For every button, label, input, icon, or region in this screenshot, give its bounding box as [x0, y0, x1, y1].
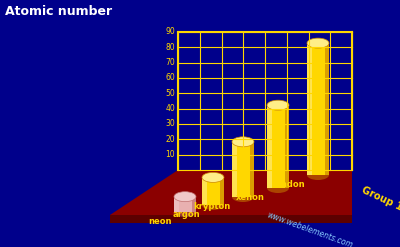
Ellipse shape: [174, 192, 196, 202]
Text: 30: 30: [165, 120, 175, 128]
Bar: [267, 105, 272, 188]
Text: www.webelements.com: www.webelements.com: [266, 210, 354, 247]
Text: 90: 90: [165, 27, 175, 37]
Text: 10: 10: [165, 150, 175, 159]
Text: 60: 60: [165, 74, 175, 82]
Text: neon: neon: [148, 217, 172, 226]
Bar: [202, 177, 224, 205]
Bar: [267, 105, 289, 188]
Bar: [307, 43, 312, 175]
Bar: [192, 197, 196, 212]
Ellipse shape: [267, 100, 289, 110]
Text: xenon: xenon: [236, 193, 265, 202]
Text: 50: 50: [165, 89, 175, 98]
Text: Atomic number: Atomic number: [5, 5, 112, 18]
Text: 40: 40: [165, 104, 175, 113]
Bar: [285, 105, 289, 188]
Text: radon: radon: [277, 180, 305, 189]
Ellipse shape: [202, 172, 224, 182]
Polygon shape: [110, 215, 352, 223]
Ellipse shape: [174, 207, 196, 217]
Ellipse shape: [232, 137, 254, 147]
Text: 20: 20: [165, 135, 175, 144]
Ellipse shape: [267, 183, 289, 193]
Bar: [232, 142, 237, 197]
Text: argon: argon: [172, 210, 200, 219]
Ellipse shape: [307, 38, 329, 48]
Bar: [202, 177, 207, 205]
Bar: [250, 142, 254, 197]
Text: 80: 80: [165, 43, 175, 52]
Ellipse shape: [307, 170, 329, 180]
Text: 70: 70: [165, 58, 175, 67]
Text: krypton: krypton: [193, 202, 230, 211]
Ellipse shape: [202, 200, 224, 210]
Bar: [174, 197, 196, 212]
Bar: [325, 43, 329, 175]
Text: Group 18: Group 18: [360, 185, 400, 215]
Ellipse shape: [232, 192, 254, 202]
Polygon shape: [110, 170, 352, 215]
Bar: [232, 142, 254, 197]
Bar: [174, 197, 179, 212]
Bar: [220, 177, 224, 205]
Bar: [307, 43, 329, 175]
